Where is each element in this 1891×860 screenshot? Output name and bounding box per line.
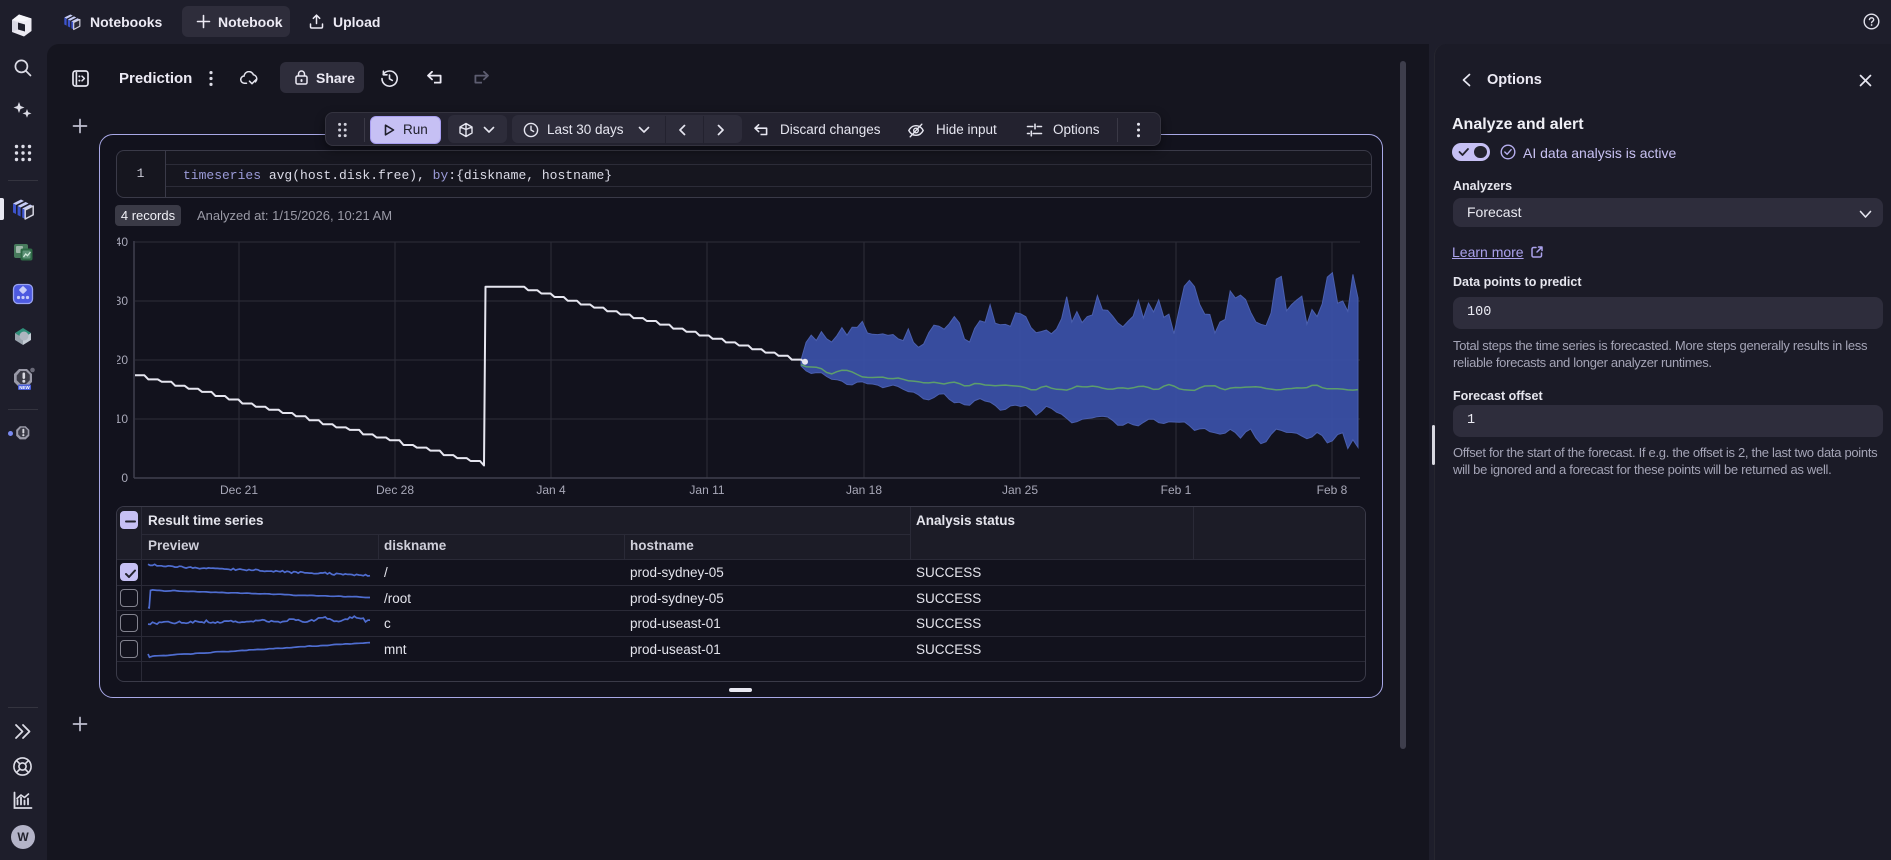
svg-text:0: 0 [121,471,128,485]
svg-text:Jan 25: Jan 25 [1002,483,1038,497]
svg-text:Jan 11: Jan 11 [689,483,724,497]
svg-text:NEW: NEW [19,385,30,390]
svg-text:10: 10 [117,412,128,426]
svg-text:20: 20 [117,353,128,367]
svg-text:Dec 21: Dec 21 [220,483,258,497]
svg-text:Jan 18: Jan 18 [846,483,882,497]
svg-text:30: 30 [117,294,128,308]
svg-text:Jan 4: Jan 4 [536,483,566,497]
svg-text:40: 40 [117,236,128,249]
svg-text:Dec 28: Dec 28 [376,483,414,497]
svg-text:Feb 1: Feb 1 [1161,483,1192,497]
svg-text:Feb 8: Feb 8 [1317,483,1348,497]
